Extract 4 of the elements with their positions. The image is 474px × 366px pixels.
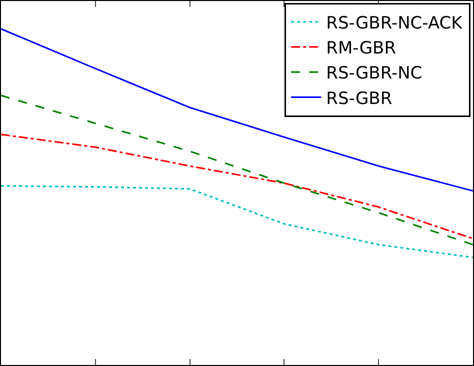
legend-label: RS-GBR — [326, 88, 392, 109]
legend-label: RS-GBR-NC-ACK — [326, 14, 464, 34]
legend-label: RM-GBR — [326, 38, 396, 59]
legend-label: RS-GBR-NC — [326, 64, 422, 84]
